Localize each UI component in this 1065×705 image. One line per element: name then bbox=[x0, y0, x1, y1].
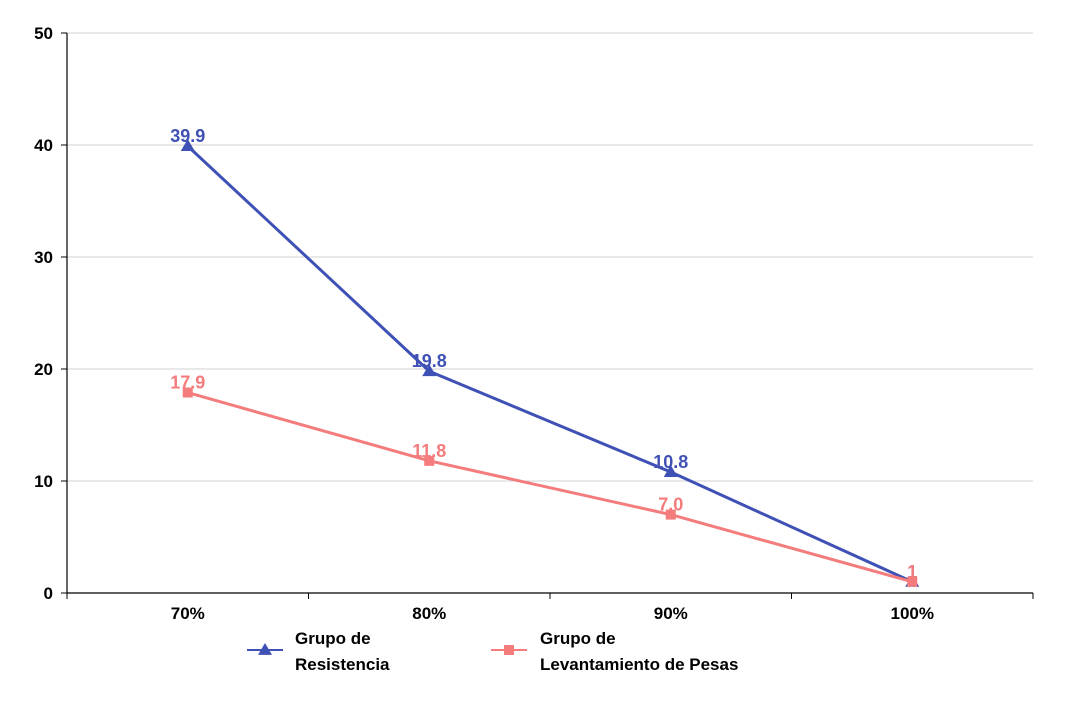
data-label: 10.8 bbox=[653, 452, 688, 472]
square-marker bbox=[504, 645, 514, 655]
triangle-marker bbox=[422, 364, 437, 377]
triangle-marker bbox=[663, 465, 678, 477]
x-tick-label: 70% bbox=[171, 604, 205, 623]
data-label: 17.9 bbox=[170, 373, 205, 393]
data-label: 19.8 bbox=[412, 351, 447, 371]
series-line bbox=[187, 391, 913, 584]
x-tick-label: 80% bbox=[412, 604, 446, 623]
data-label: 39.9 bbox=[170, 126, 205, 146]
series-line bbox=[186, 145, 913, 584]
axes: 0 10 20 30 40 50 70% 80% 90% 100% bbox=[34, 24, 1034, 623]
triangle-marker bbox=[258, 643, 272, 655]
square-marker bbox=[665, 509, 676, 520]
legend-label: Grupo de bbox=[295, 629, 371, 648]
legend-label: Levantamiento de Pesas bbox=[540, 655, 738, 674]
x-tick-label: 100% bbox=[891, 604, 934, 623]
legend-item: Grupo de Levantamiento de Pesas bbox=[491, 629, 738, 674]
square-marker bbox=[907, 576, 918, 587]
data-label: 1 bbox=[907, 562, 917, 582]
gridlines bbox=[67, 32, 1033, 482]
series-group bbox=[180, 139, 920, 587]
triangle-marker bbox=[180, 139, 195, 152]
y-tick-label: 0 bbox=[44, 584, 53, 603]
data-label: 1 bbox=[907, 562, 917, 582]
data-label: 7.0 bbox=[658, 495, 683, 515]
x-tick-label: 90% bbox=[654, 604, 688, 623]
legend-label: Resistencia bbox=[295, 655, 390, 674]
legend: Grupo de Resistencia Grupo de Levantamiento… bbox=[247, 629, 738, 674]
data-label: 11.8 bbox=[412, 441, 446, 461]
y-tick-label: 10 bbox=[34, 472, 53, 491]
square-marker bbox=[424, 455, 435, 466]
square-marker bbox=[182, 387, 193, 398]
y-tick-label: 30 bbox=[34, 248, 53, 267]
y-tick-label: 40 bbox=[34, 136, 53, 155]
legend-item: Grupo de Resistencia bbox=[247, 629, 390, 674]
y-tick-label: 50 bbox=[34, 24, 53, 43]
legend-label: Grupo de bbox=[540, 629, 616, 648]
y-tick-label: 20 bbox=[34, 360, 53, 379]
